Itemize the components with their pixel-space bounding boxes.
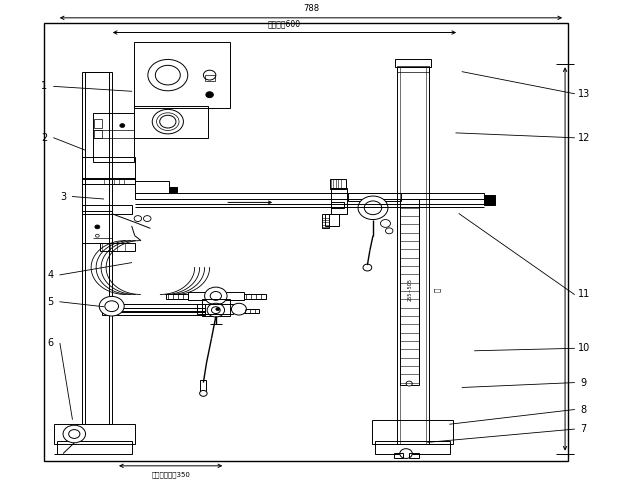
Circle shape [381,219,391,227]
Bar [400,199,419,385]
Circle shape [206,92,213,98]
Bar [331,202,344,208]
Circle shape [95,225,100,229]
Text: 788: 788 [303,4,319,13]
Text: 6: 6 [48,338,54,349]
Text: 10: 10 [578,343,590,354]
Bar [331,188,347,214]
Bar [166,295,188,300]
Bar [244,309,259,313]
Bar [397,66,429,72]
Bar [484,194,495,205]
Text: 最大可达600: 最大可达600 [268,20,301,28]
Circle shape [199,390,207,396]
Circle shape [148,59,188,91]
Text: 11: 11 [578,290,590,300]
Bar [101,243,135,251]
Circle shape [203,70,216,80]
Circle shape [216,308,219,311]
Circle shape [160,115,176,128]
Circle shape [120,124,125,128]
Bar [375,441,450,454]
Circle shape [406,381,412,386]
Bar [102,308,205,312]
Circle shape [204,287,227,305]
Circle shape [96,234,99,237]
Circle shape [358,196,388,219]
Bar [134,106,208,138]
Text: 1: 1 [41,82,48,91]
Bar [57,441,132,454]
Text: 7: 7 [581,424,587,434]
Circle shape [231,303,246,315]
Bar [102,311,205,315]
Text: 255~505: 255~505 [408,278,412,301]
Text: 图: 图 [434,287,441,292]
Bar [322,214,329,228]
Circle shape [210,292,221,300]
Bar [169,187,176,191]
Text: 3: 3 [60,191,66,201]
Bar [409,453,419,459]
Text: 12: 12 [578,133,590,143]
Circle shape [386,228,393,234]
Circle shape [400,449,412,459]
Circle shape [63,425,86,443]
Bar [94,131,102,138]
Bar [82,158,135,179]
Circle shape [99,297,124,316]
Bar [82,178,135,184]
Bar [244,295,266,300]
Circle shape [364,201,382,215]
Bar [197,304,233,314]
Text: 13: 13 [578,89,590,99]
Bar [54,424,135,444]
Bar [82,205,132,214]
Bar [44,23,568,461]
Text: 8: 8 [581,405,587,414]
Bar [93,113,134,162]
Text: 最大半径可达350: 最大半径可达350 [151,472,190,478]
Bar [94,119,102,128]
Bar [82,211,112,243]
Circle shape [144,216,151,221]
Bar [135,193,484,199]
Text: 9: 9 [581,378,587,387]
Circle shape [156,65,180,85]
Text: 4: 4 [48,270,54,280]
Circle shape [152,109,183,134]
Bar [372,420,452,444]
Circle shape [207,303,224,317]
Circle shape [134,216,142,221]
Bar [200,380,206,392]
Circle shape [363,264,372,271]
Text: 2: 2 [41,133,48,143]
Circle shape [69,430,80,438]
Text: 5: 5 [48,297,54,307]
Bar [400,67,426,444]
Bar [202,300,229,317]
Bar [85,72,109,424]
Bar [134,42,230,109]
Bar [204,75,214,81]
Circle shape [105,301,119,312]
Bar [330,179,346,189]
Bar [82,72,112,424]
Bar [188,292,244,300]
Bar [102,304,205,308]
Bar [348,192,401,201]
Bar [394,453,403,459]
Circle shape [211,307,220,314]
Bar [397,67,429,444]
Bar [325,214,339,226]
Bar [395,59,431,67]
Bar [135,181,169,193]
